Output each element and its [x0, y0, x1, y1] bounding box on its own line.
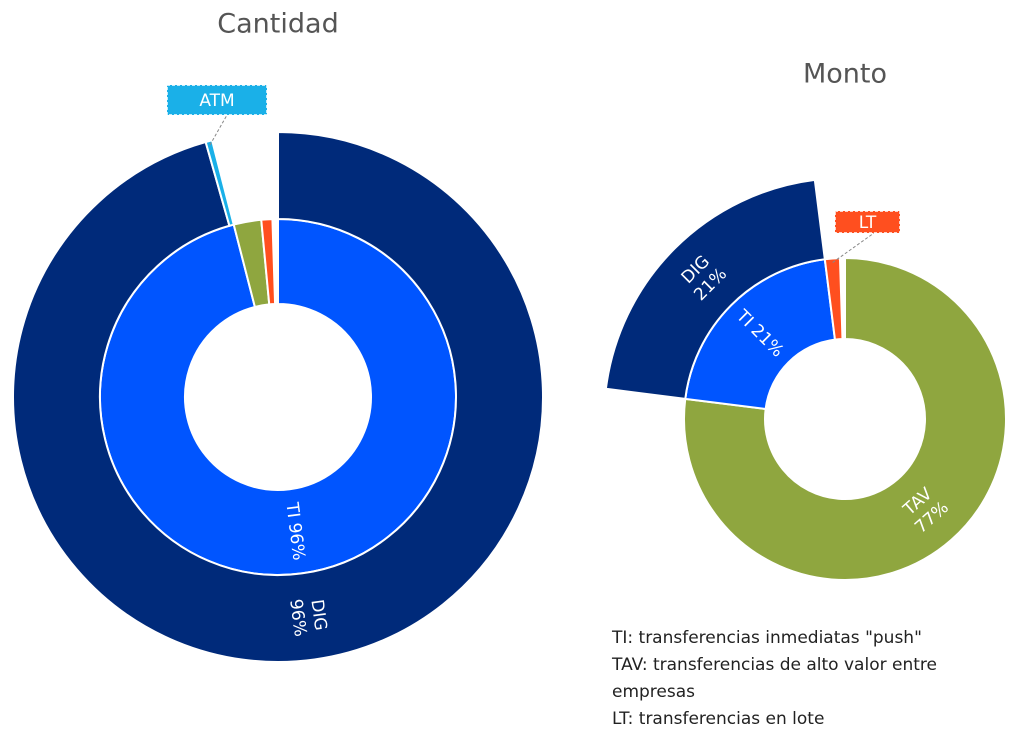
segment-value: 96% [284, 522, 309, 562]
segment [260, 218, 277, 306]
note-line: TAV: transferencias de alto valor entre [611, 655, 937, 675]
segment-label: TI 96% [281, 500, 308, 561]
segment-name: TI [281, 500, 303, 519]
segment [604, 178, 826, 400]
segment-label: DIG96% [285, 595, 331, 638]
callout-line [209, 114, 228, 146]
segment [204, 139, 235, 227]
segment [12, 130, 544, 663]
segment-label-text: TI 96% [281, 500, 308, 561]
callout-box [834, 210, 901, 234]
note-line: TI: transferencias inmediatas "push" [611, 628, 922, 648]
callout-line [832, 232, 875, 263]
note-line: LT: transferencias en lote [612, 709, 824, 729]
segment [99, 217, 457, 576]
callout-box [166, 84, 268, 116]
callout-label: LT [859, 213, 877, 233]
note-line: empresas [612, 682, 695, 702]
segment-name: DIG [306, 598, 330, 632]
segment [823, 257, 844, 341]
chart-title: Monto [803, 59, 887, 90]
segment [683, 256, 1007, 581]
chart-title: Cantidad [217, 9, 338, 40]
callout-label: ATM [199, 91, 234, 111]
segment-label-text: DIG96% [285, 595, 331, 638]
